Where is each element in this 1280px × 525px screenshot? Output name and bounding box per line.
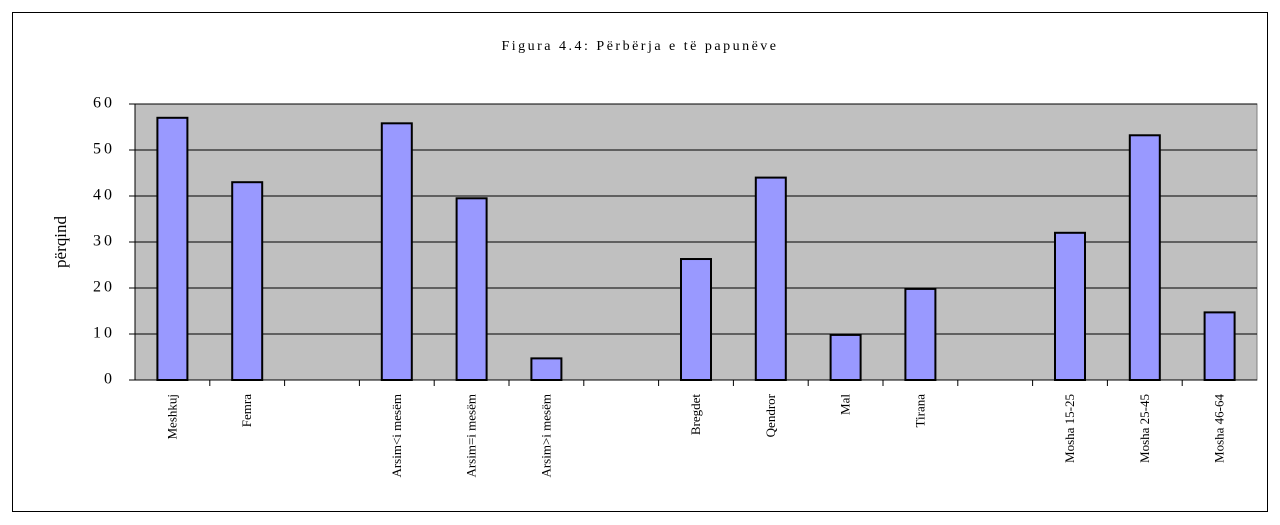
y-tick-label: 20 (93, 279, 115, 296)
x-tick-label: Bregdet (688, 394, 703, 436)
y-tick-label: 60 (93, 95, 115, 112)
bar (1128, 134, 1161, 381)
y-tick-label: 40 (93, 187, 115, 204)
bar (680, 258, 712, 381)
x-tick-label: Meshkuj (164, 394, 179, 440)
y-tick-label: 50 (93, 141, 115, 158)
x-tick-label: Mosha 15-25 (1062, 394, 1077, 463)
x-tick-label: Arsim=i mesëm (464, 394, 479, 478)
bar (1203, 311, 1236, 382)
bar (380, 122, 413, 381)
bar (455, 197, 488, 381)
x-tick-label: Tirana (912, 394, 927, 428)
bar (1054, 231, 1086, 381)
bar (530, 357, 563, 382)
y-tick-label: 30 (93, 233, 115, 250)
x-tick-label: Arsim<i mesëm (389, 394, 404, 478)
y-tick-label: 10 (93, 325, 115, 342)
bar (754, 176, 787, 381)
y-tick-label: 0 (104, 371, 115, 388)
y-axis-label: përqind (51, 216, 70, 268)
x-tick-label: Arsim>i mesëm (538, 394, 553, 478)
bar (829, 333, 862, 382)
bar (904, 287, 937, 382)
x-tick-label: Mosha 25-45 (1137, 394, 1152, 463)
x-tick-label: Femra (239, 394, 254, 427)
bar (231, 181, 264, 381)
chart-title: Figura 4.4: Përbërja e të papunëve (501, 39, 778, 54)
x-tick-label: Qendror (763, 393, 778, 437)
x-tick-label: Mal (838, 394, 853, 415)
bar (156, 116, 189, 382)
x-tick-label: Mosha 46-64 (1212, 394, 1227, 463)
